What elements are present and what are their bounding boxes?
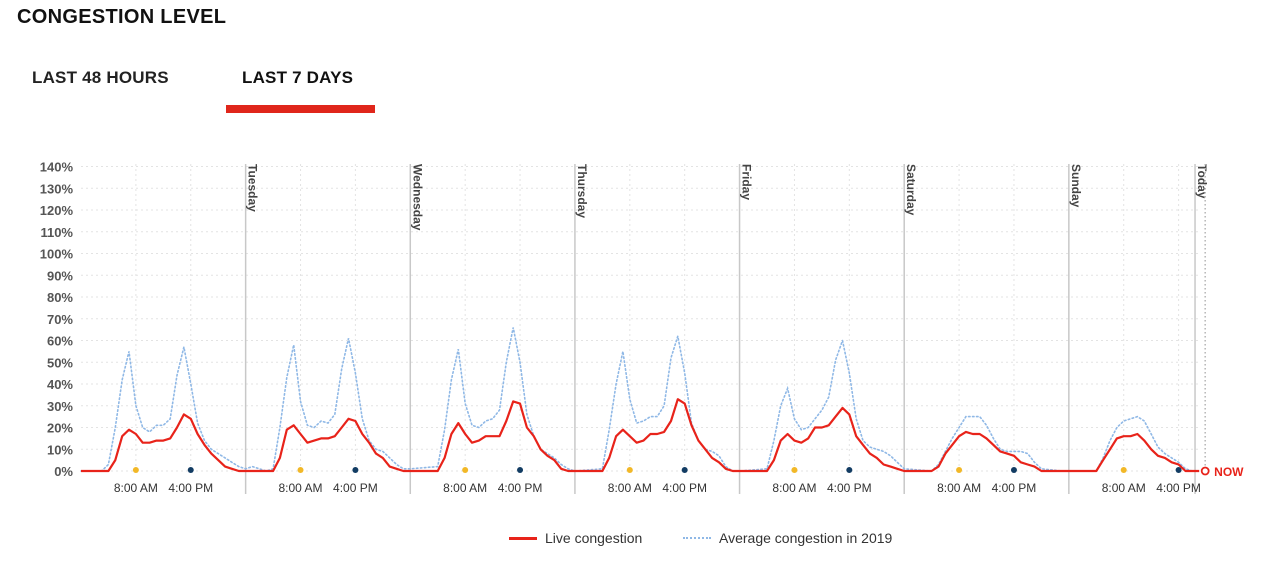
legend-average-label: Average congestion in 2019	[719, 530, 893, 546]
average-congestion-line	[80, 327, 1194, 472]
y-tick-label: 50%	[47, 355, 73, 370]
evening-rush-dot	[187, 467, 194, 473]
y-tick-label: 60%	[47, 334, 73, 349]
active-tab-indicator	[226, 105, 375, 113]
hour-label: 8:00 AM	[279, 481, 323, 495]
y-tick-label: 130%	[40, 181, 74, 196]
day-label: Saturday	[904, 164, 918, 216]
y-tick-label: 10%	[47, 442, 73, 457]
day-label: Tuesday	[246, 164, 260, 212]
y-tick-label: 40%	[47, 377, 73, 392]
tab-last-7-days[interactable]: LAST 7 DAYS	[242, 68, 354, 87]
evening-rush-dot	[681, 467, 688, 473]
hour-label: 4:00 PM	[498, 481, 543, 495]
y-tick-label: 90%	[47, 268, 73, 283]
hour-label: 4:00 PM	[662, 481, 707, 495]
hour-label: 4:00 PM	[333, 481, 378, 495]
congestion-chart: 0% 10% 20% 30% 40% 50% 60% 70% 80% 90% 100% 110% 120…	[40, 160, 1244, 496]
morning-rush-dot	[956, 467, 963, 473]
y-tick-label: 30%	[47, 399, 73, 414]
now-dot	[1200, 466, 1210, 476]
y-tick-label: 0%	[54, 464, 73, 479]
day-label: Today	[1195, 164, 1209, 199]
legend-average-swatch	[683, 537, 711, 539]
y-tick-label: 140%	[40, 160, 74, 175]
legend-live[interactable]: Live congestion	[509, 530, 642, 546]
day-label: Friday	[740, 164, 754, 200]
hour-label: 4:00 PM	[168, 481, 213, 495]
hour-label: 8:00 AM	[114, 481, 158, 495]
evening-rush-dot	[846, 467, 853, 473]
morning-rush-dot	[132, 467, 139, 473]
morning-rush-dot	[462, 467, 469, 473]
now-label: NOW	[1214, 465, 1244, 479]
hour-label: 8:00 AM	[937, 481, 981, 495]
y-tick-label: 80%	[47, 290, 73, 305]
hour-label: 4:00 PM	[992, 481, 1037, 495]
morning-rush-dot	[297, 467, 304, 473]
hour-label: 8:00 AM	[608, 481, 652, 495]
now-marker: NOW	[1200, 164, 1244, 479]
legend-average[interactable]: Average congestion in 2019	[683, 530, 892, 546]
chart-grid	[81, 166, 1200, 472]
morning-rush-dot	[626, 467, 633, 473]
y-tick-label: 100%	[40, 247, 74, 262]
y-tick-label: 20%	[47, 421, 73, 436]
morning-rush-dot	[1120, 467, 1127, 473]
evening-rush-dot	[1175, 467, 1182, 473]
legend-live-label: Live congestion	[545, 530, 643, 546]
day-label: Sunday	[1069, 164, 1083, 208]
hour-label: 4:00 PM	[827, 481, 872, 495]
tab-last-48-hours[interactable]: LAST 48 HOURS	[32, 68, 169, 87]
evening-rush-dot	[1010, 467, 1017, 473]
evening-rush-dot	[517, 467, 524, 473]
y-axis: 0% 10% 20% 30% 40% 50% 60% 70% 80% 90% 100% 110% 120…	[40, 160, 74, 480]
page-title: CONGESTION LEVEL	[17, 6, 227, 28]
hour-label: 4:00 PM	[1156, 481, 1201, 495]
day-label: Thursday	[575, 164, 589, 218]
hour-markers: 8:00 AM 4:00 PM 8:00 AM 4:00 PM 8:00 AM 4:00 …	[114, 164, 1201, 495]
hour-label: 8:00 AM	[443, 481, 487, 495]
day-label: Wednesday	[410, 164, 424, 231]
hour-label: 8:00 AM	[772, 481, 816, 495]
legend-live-swatch	[509, 536, 537, 540]
y-tick-label: 70%	[47, 312, 73, 327]
hour-label: 8:00 AM	[1102, 481, 1146, 495]
live-congestion-line	[81, 398, 1200, 473]
day-dividers: Tuesday Wednesday Thursday Friday Saturday Su…	[244, 164, 1209, 494]
evening-rush-dot	[352, 467, 359, 473]
y-tick-label: 120%	[40, 203, 74, 218]
y-tick-label: 110%	[40, 225, 73, 240]
morning-rush-dot	[791, 467, 798, 473]
